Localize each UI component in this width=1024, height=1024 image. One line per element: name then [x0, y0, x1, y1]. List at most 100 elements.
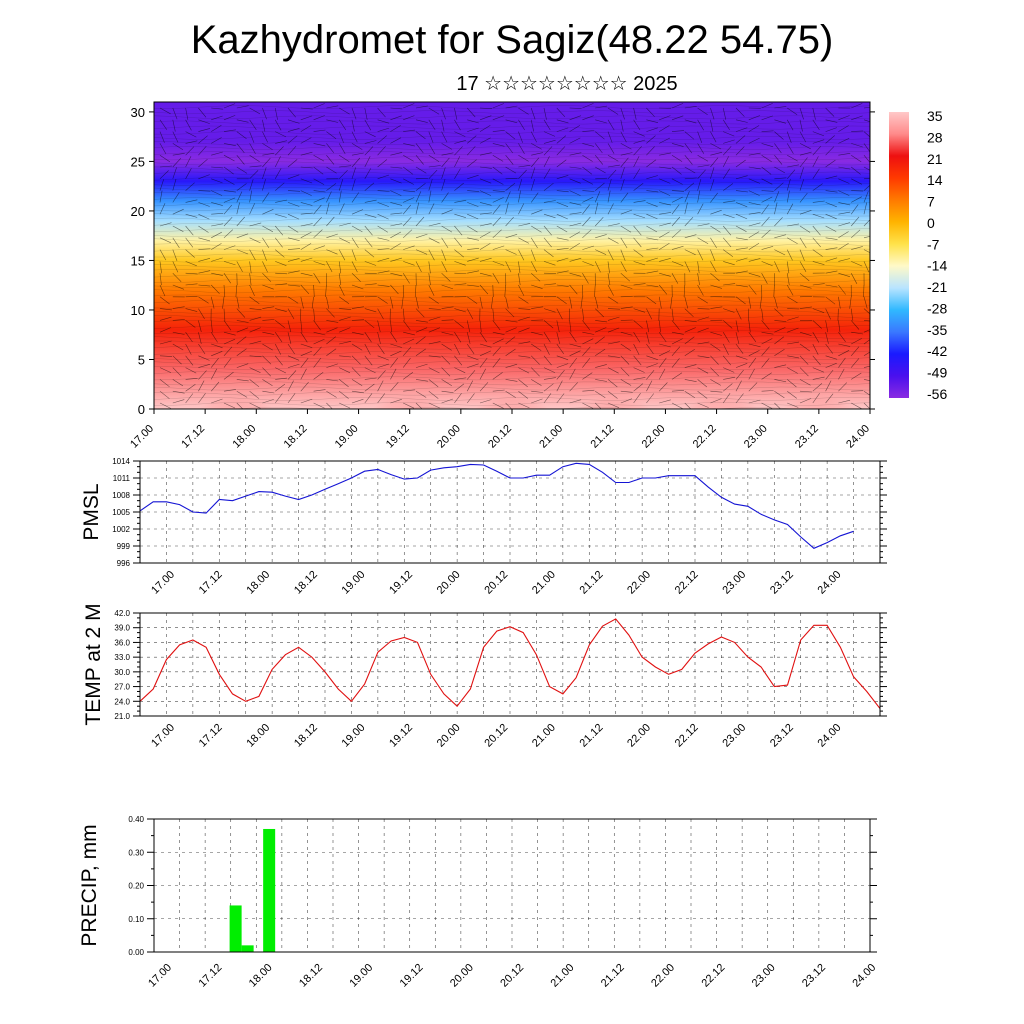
- wind-barb: [467, 257, 479, 262]
- contour-line: [154, 120, 870, 125]
- wind-barb: [505, 216, 514, 227]
- wind-barb: [684, 191, 690, 203]
- wind-barb: [338, 190, 342, 203]
- wind-barb: [786, 119, 794, 131]
- wind-barb: [223, 284, 226, 298]
- wind-barb: [684, 249, 696, 256]
- wind-barb: [159, 154, 171, 163]
- wind-barb: [518, 327, 530, 333]
- wind-barb: [787, 327, 799, 333]
- wind-barb: [198, 213, 210, 220]
- wind-barb: [313, 103, 325, 109]
- wind-barb: [185, 168, 192, 179]
- wind-barb: [313, 308, 315, 321]
- wind-barb: [275, 320, 285, 328]
- wind-barb: [825, 247, 838, 250]
- wind-barb: [505, 348, 516, 357]
- x-tick-label: 18.12: [297, 962, 325, 990]
- wind-barb: [582, 372, 593, 380]
- wind-barb: [863, 402, 870, 409]
- x-tick-label: 17.00: [146, 962, 174, 990]
- x-tick-label: 21.12: [588, 423, 616, 451]
- wind-barb: [185, 140, 198, 144]
- wind-barb: [556, 257, 569, 262]
- wind-barb: [671, 331, 684, 335]
- wind-barb: [364, 377, 377, 380]
- wind-barb: [530, 237, 538, 249]
- wind-barb: [710, 131, 717, 143]
- wind-barb: [761, 166, 772, 175]
- wind-barb: [287, 213, 300, 220]
- wind-barb: [646, 284, 659, 287]
- contour-line: [154, 402, 870, 406]
- wind-barb: [518, 316, 530, 321]
- wind-barb: [492, 154, 504, 162]
- contour-line: [154, 335, 870, 340]
- wind-barb: [761, 308, 764, 321]
- wind-barb: [287, 284, 300, 287]
- wind-barb: [799, 367, 809, 377]
- wind-barb: [441, 143, 453, 150]
- wind-barb: [172, 379, 184, 387]
- wind-barb: [390, 178, 402, 184]
- wind-barb: [849, 296, 852, 309]
- wind-barb: [172, 208, 184, 215]
- warm-spot: [663, 339, 780, 409]
- wind-barb: [454, 261, 466, 266]
- wind-barb: [569, 212, 582, 215]
- wind-barb: [710, 272, 720, 282]
- wind-barb: [684, 261, 691, 273]
- contour-line: [154, 105, 870, 109]
- wind-barb: [556, 370, 565, 380]
- wind-barb: [799, 119, 803, 132]
- contour-line: [154, 202, 870, 207]
- wind-barb: [377, 248, 390, 250]
- wind-barb: [710, 119, 714, 132]
- wind-barb: [236, 261, 243, 273]
- wind-barb: [415, 233, 428, 239]
- wind-barb: [620, 143, 632, 150]
- wind-barb: [210, 381, 220, 392]
- wind-barb: [735, 369, 744, 380]
- wind-barb: [403, 143, 415, 147]
- wind-barb: [684, 119, 697, 124]
- wind-barb: [710, 192, 718, 203]
- wind-barb: [210, 332, 218, 343]
- wind-barb: [479, 190, 492, 196]
- wind-barb: [748, 258, 761, 262]
- wind-barb: [863, 339, 870, 345]
- wind-barb: [377, 284, 390, 287]
- x-tick-label: 21.00: [530, 722, 558, 750]
- wind-barb: [287, 296, 299, 304]
- wind-barb: [249, 273, 252, 286]
- grid: [140, 613, 880, 716]
- wind-barb: [338, 261, 342, 274]
- wind-barb: [403, 129, 416, 132]
- wind-barb: [300, 368, 307, 380]
- wind-barb: [274, 393, 283, 404]
- contour-line: [154, 304, 870, 309]
- wind-barb: [646, 225, 658, 233]
- wind-barb: [518, 143, 525, 154]
- wind-barb: [390, 320, 392, 333]
- wind-barb: [543, 213, 556, 219]
- wind-barb: [799, 398, 812, 404]
- wind-barb: [569, 222, 582, 227]
- wind-barb: [646, 135, 656, 144]
- wind-barb: [313, 402, 325, 409]
- colorbar-label: -7: [927, 236, 940, 252]
- x-tick-label: 21.12: [578, 569, 606, 597]
- wind-barb: [799, 143, 811, 150]
- wind-barb: [851, 154, 862, 163]
- wind-barb: [326, 348, 337, 357]
- wind-barb: [735, 146, 745, 156]
- wind-barb: [364, 225, 373, 236]
- wind-barb: [198, 190, 211, 192]
- wind-barb: [492, 273, 500, 284]
- wind-barb: [671, 196, 683, 203]
- wind-barb: [825, 107, 835, 117]
- wind-barb: [569, 332, 577, 343]
- wind-barb: [505, 379, 518, 382]
- wind-barb: [774, 308, 784, 317]
- wind-barb: [710, 343, 721, 352]
